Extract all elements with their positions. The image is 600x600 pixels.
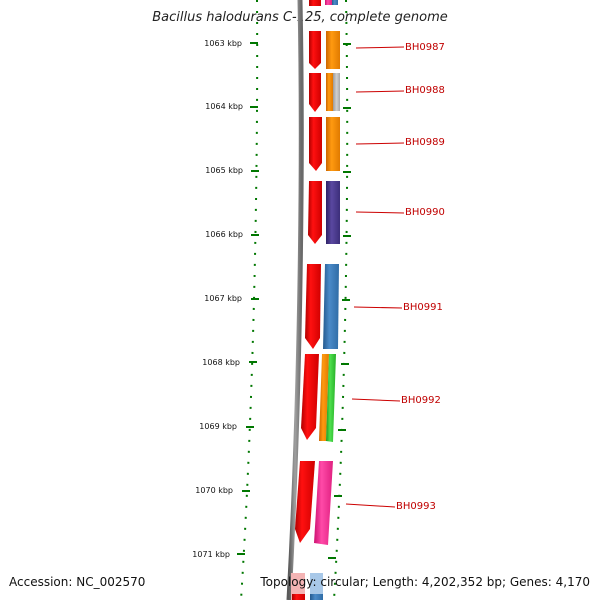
gene-label-bh0992[interactable]: BH0992 xyxy=(401,395,441,406)
cds-features xyxy=(295,31,322,543)
cog-features xyxy=(314,31,340,545)
gene-labels: BH0987 BH0988 BH0989 BH0990 BH0991 BH099… xyxy=(396,42,445,512)
gene-label-bh0991[interactable]: BH0991 xyxy=(403,302,443,313)
cds-arrow-bh0991[interactable] xyxy=(305,264,321,349)
cds-feature-partial[interactable] xyxy=(309,0,321,6)
tick-label: 1064 kbp xyxy=(205,102,243,111)
cds-arrow-bh0992[interactable] xyxy=(301,354,319,440)
cog-bar-bh0988-gray[interactable] xyxy=(333,73,340,111)
tick-label: 1070 kbp xyxy=(195,486,233,495)
cog-feature-partial[interactable] xyxy=(325,0,332,5)
gene-label-bh0993[interactable]: BH0993 xyxy=(396,501,436,512)
cds-arrow-bh0993[interactable] xyxy=(295,461,315,543)
gene-label-bh0988[interactable]: BH0988 xyxy=(405,85,445,96)
cog-bar-bh0987[interactable] xyxy=(326,31,340,69)
cog-feature-partial[interactable] xyxy=(332,0,338,5)
tick-label: 1063 kbp xyxy=(204,39,242,48)
cog-bar-bh0992-orange[interactable] xyxy=(319,354,329,441)
cds-arrow-bh0988[interactable] xyxy=(309,73,321,112)
gene-label-bh0989[interactable]: BH0989 xyxy=(405,137,445,148)
cog-bar-bh0993[interactable] xyxy=(314,461,333,545)
tick-label: 1067 kbp xyxy=(204,294,242,303)
cds-arrow-bh0989[interactable] xyxy=(309,117,322,171)
outer-dotted-line xyxy=(333,0,349,600)
gene-label-bh0987[interactable]: BH0987 xyxy=(405,42,445,53)
genome-summary-text: Topology: circular; Length: 4,202,352 bp… xyxy=(260,575,590,589)
genome-backbone xyxy=(286,0,304,600)
tick-label: 1065 kbp xyxy=(205,166,243,175)
tick-label: 1066 kbp xyxy=(205,230,243,239)
cog-bar-bh0990[interactable] xyxy=(326,181,340,244)
cds-arrow-bh0990[interactable] xyxy=(308,181,322,244)
cds-arrow-bh0987[interactable] xyxy=(309,31,321,69)
scale-tick-labels: 1063 kbp 1064 kbp 1065 kbp 1066 kbp 1067… xyxy=(192,39,243,559)
cds-feature-partial[interactable] xyxy=(292,594,305,600)
tick-label: 1069 kbp xyxy=(199,422,237,431)
gene-label-bh0990[interactable]: BH0990 xyxy=(405,207,445,218)
cds-feature-partial[interactable] xyxy=(291,573,305,600)
gene-leader-lines xyxy=(345,46,405,508)
accession-text: Accession: NC_002570 xyxy=(9,575,146,589)
tick-label: 1071 kbp xyxy=(192,550,230,559)
cog-bar-bh0992-green[interactable] xyxy=(326,354,336,442)
cog-feature-partial[interactable] xyxy=(310,594,323,600)
tick-label: 1068 kbp xyxy=(202,358,240,367)
cog-bar-bh0989[interactable] xyxy=(326,117,340,171)
cog-bar-bh0988-orange[interactable] xyxy=(326,73,333,111)
outer-ticks xyxy=(328,43,351,559)
cog-feature-partial[interactable] xyxy=(310,573,323,600)
scale-dotted-line xyxy=(240,0,259,600)
cog-bar-bh0991[interactable] xyxy=(323,264,339,349)
scale-ticks xyxy=(237,42,259,555)
